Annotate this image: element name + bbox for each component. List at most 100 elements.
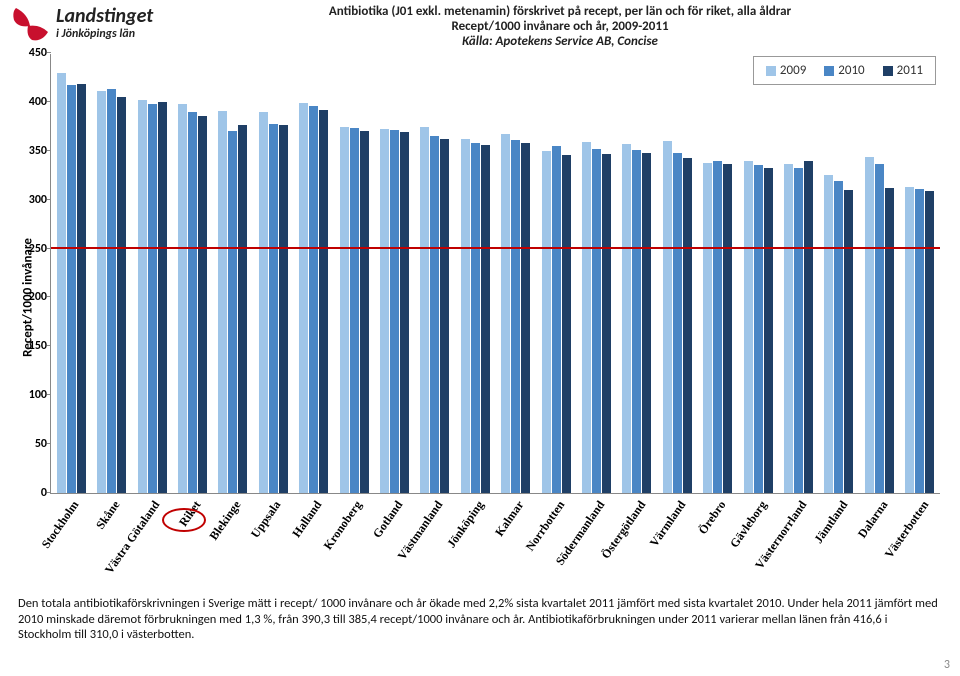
landstinget-logo: Landstinget i Jönköpings län [8, 6, 153, 48]
bar [117, 97, 126, 493]
bar [309, 106, 318, 493]
bar-group [334, 54, 374, 493]
chart-title-line2: Recept/1000 invånare och år, 2009-2011 [200, 19, 920, 34]
bar [794, 168, 803, 493]
x-tick-label: Blekinge [212, 498, 252, 588]
bar [228, 131, 237, 493]
logo-text-line1: Landstinget [56, 6, 153, 26]
y-tick-mark [47, 199, 51, 200]
y-tick-label: 200 [29, 290, 47, 304]
bar-group [778, 54, 818, 493]
y-tick-label: 450 [29, 46, 47, 60]
bar [259, 112, 268, 493]
y-tick-mark [47, 52, 51, 53]
bar [764, 168, 773, 493]
chart-title-block: Antibiotika (J01 exkl. metenamin) förskr… [200, 4, 920, 49]
bar [238, 125, 247, 493]
bar-group [657, 54, 697, 493]
bar [420, 127, 429, 493]
bar-group [91, 54, 131, 493]
bar [461, 139, 470, 493]
bar [340, 127, 349, 493]
x-tick-label: Stockholm [50, 498, 90, 588]
bar-group [859, 54, 899, 493]
y-tick-label: 300 [29, 193, 47, 207]
bar [178, 104, 187, 493]
bar [713, 161, 722, 493]
bar [824, 175, 833, 493]
chart-title-source: Källa: Apotekens Service AB, Concise [200, 34, 920, 49]
bar [592, 149, 601, 493]
y-tick-label: 50 [35, 437, 47, 451]
bar-group [738, 54, 778, 493]
page-number: 3 [944, 658, 950, 672]
bar [905, 187, 914, 493]
bar [380, 129, 389, 493]
bar [663, 141, 672, 493]
bar [723, 164, 732, 494]
bar-group [132, 54, 172, 493]
bar-group [374, 54, 414, 493]
bar [754, 165, 763, 493]
bar [269, 124, 278, 493]
bar [360, 131, 369, 493]
x-axis-labels: StockholmSkåneVästra GötalandRiketBlekin… [50, 498, 940, 588]
bar [501, 134, 510, 493]
bar [784, 164, 793, 494]
bar [430, 136, 439, 493]
bar [471, 143, 480, 493]
x-tick-label: Värmland [657, 498, 697, 588]
bar [915, 189, 924, 493]
x-tick-label: Västernorrland [778, 498, 818, 588]
x-tick-label: Västra Götaland [131, 498, 171, 588]
bar [521, 143, 530, 493]
bar [511, 140, 520, 493]
x-tick-label: Kronoberg [333, 498, 373, 588]
x-tick-label: Jämtland [819, 498, 859, 588]
y-tick-mark [47, 345, 51, 346]
bar-group [576, 54, 616, 493]
bar [602, 154, 611, 493]
y-tick-mark [47, 101, 51, 102]
bar [683, 158, 692, 493]
y-tick-label: 250 [29, 242, 47, 256]
bar [218, 111, 227, 493]
y-tick-label: 400 [29, 95, 47, 109]
bar [673, 153, 682, 493]
x-tick-label: Uppsala [252, 498, 292, 588]
chart-title-line1: Antibiotika (J01 exkl. metenamin) förskr… [200, 4, 920, 19]
bar [542, 151, 551, 493]
bar-group [51, 54, 91, 493]
bar-group [213, 54, 253, 493]
bar [158, 102, 167, 493]
bar [188, 112, 197, 493]
bar [77, 84, 86, 493]
bar [440, 139, 449, 493]
bar [925, 191, 934, 493]
bar [622, 144, 631, 493]
bar [632, 150, 641, 493]
bar-group [900, 54, 940, 493]
bar [97, 91, 106, 493]
bar-group [455, 54, 495, 493]
bar [148, 104, 157, 493]
caption-text: Den totala antibiotikaförskrivningen i S… [18, 596, 942, 643]
bar [400, 132, 409, 493]
bar [865, 157, 874, 493]
bar [198, 116, 207, 493]
bar [57, 73, 66, 493]
bar-groups [51, 54, 940, 493]
bar-group [253, 54, 293, 493]
y-tick-mark [47, 150, 51, 151]
y-tick-mark [47, 492, 51, 493]
x-tick-label: Västerbotten [900, 498, 940, 588]
bar [299, 103, 308, 493]
bar [844, 190, 853, 493]
bar [744, 161, 753, 493]
bar-group [819, 54, 859, 493]
bar [67, 85, 76, 493]
bar [875, 164, 884, 493]
bar [552, 146, 561, 493]
x-tick-label: Riket [171, 498, 211, 588]
bar [390, 130, 399, 493]
